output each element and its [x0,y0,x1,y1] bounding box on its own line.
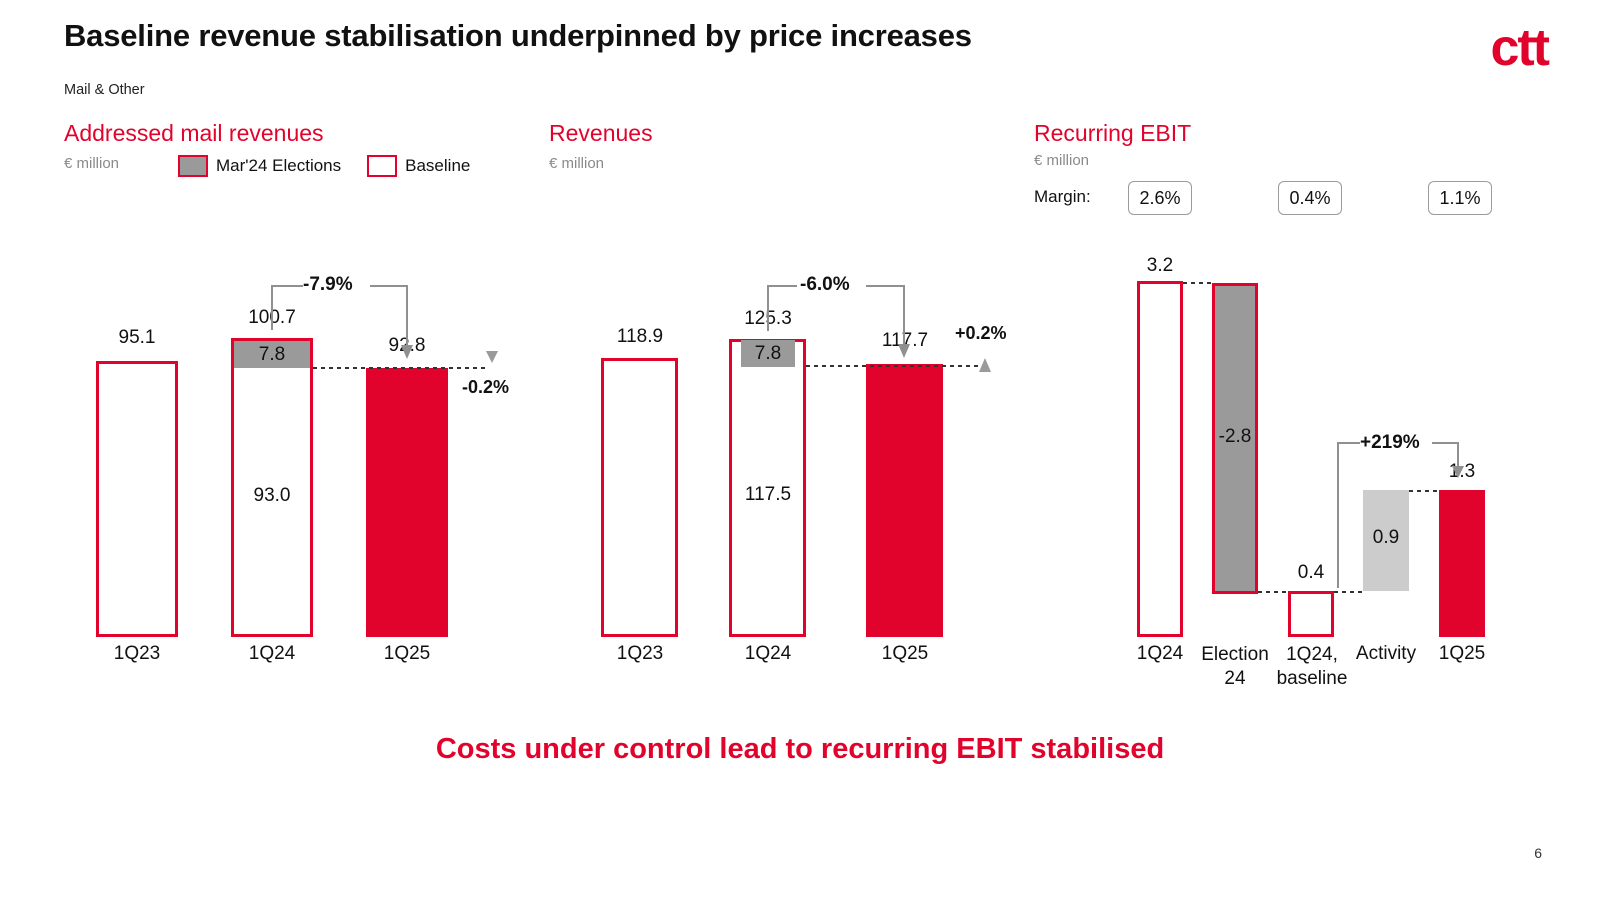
bar-segment-baseline-value-1q24: 93.0 [253,485,291,506]
bar-value-ebit-baseline: 0.4 [1297,562,1325,583]
bar-segment-elections-rev-1q24: 7.8 [741,340,795,367]
ctt-logo: ctt [1490,19,1550,77]
bar-ebit-activity [1363,490,1409,591]
page-subtitle: Mail & Other [64,82,145,98]
bar-value-rev-1q23: 118.9 [616,326,664,347]
legend-label-baseline: Baseline [405,156,471,175]
bar-ebit-baseline [1288,591,1334,637]
xlabel-1q25: 1Q25 [383,643,431,664]
bar-value-ebit-election24: -2.8 [1218,426,1252,447]
bar-value-ebit-1q24: 3.2 [1146,255,1174,276]
chart3-title: Recurring EBIT [1034,120,1192,146]
chart1-title: Addressed mail revenues [64,120,324,146]
annotation-pct-plus-0-2: +0.2% [955,323,1007,343]
page-title: Baseline revenue stabilisation underpinn… [64,18,972,53]
footer-tagline: Costs under control lead to recurring EB… [435,733,1165,765]
annotation-pct-219: +219% [1360,432,1420,453]
chart2-title: Revenues [549,120,653,146]
page-number: 6 [1534,845,1542,861]
bar-ebit-1q24 [1137,281,1183,637]
bar-1q23 [96,361,178,637]
bar-ebit-1q25 [1439,490,1485,637]
margin-box-1q25: 1.1% [1428,181,1492,215]
xlabel-1q23: 1Q23 [113,643,161,664]
chart-revenues: 118.9 1Q23 7.8 117.5 125.3 1Q24 117.7 1Q… [0,0,1020,700]
bar-segment-baseline-value-rev-1q24: 117.5 [744,484,792,505]
margin-box-1q24: 2.6% [1128,181,1192,215]
bar-value-ebit-activity: 0.9 [1372,527,1400,548]
chart3-unit: € million [1034,152,1090,169]
bar-rev-1q25 [866,364,943,637]
margin-box-baseline: 0.4% [1278,181,1342,215]
bar-rev-1q24 [729,339,806,637]
legend: Mar'24 Elections Baseline [178,155,488,177]
legend-label-elections: Mar'24 Elections [216,156,342,175]
bar-1q25 [366,368,448,637]
xlabel-rev-1q24: 1Q24 [744,643,792,664]
annotation-pct-0-2: -0.2% [462,377,510,397]
annotation-pct-6-0: -6.0% [800,274,850,295]
legend-swatch-baseline-icon [367,155,398,177]
chart2-unit: € million [549,155,605,172]
chart-recurring-ebit: 3.2 1Q24 -2.8 Election 24 0.4 1Q24, base… [1136,255,1486,689]
annotation-pct-7-9: -7.9% [303,274,353,295]
bar-value-ebit-1q25: 1.3 [1448,461,1476,482]
bar-ebit-election24 [1212,283,1258,594]
chart1-unit: € million [64,155,120,172]
xlabel-ebit-1q24: 1Q24 [1136,643,1184,664]
bar-value-1q23: 95.1 [118,327,156,348]
bar-rev-1q23 [601,358,678,637]
margin-label: Margin: [1034,187,1091,206]
xlabel-ebit-baseline: 1Q24, baseline [1276,644,1348,689]
xlabel-rev-1q25: 1Q25 [881,643,929,664]
xlabel-ebit-election24: Election 24 [1201,644,1269,689]
chart-addressed-mail-revenues: 95.1 1Q23 7.8 93.0 100.7 1Q24 92.8 1Q25 … [0,0,540,700]
chart3-annotation-lines [1183,282,1464,593]
xlabel-rev-1q23: 1Q23 [616,643,664,664]
xlabel-ebit-1q25: 1Q25 [1438,643,1486,664]
bar-1q24 [231,338,313,637]
xlabel-ebit-activity: Activity [1355,643,1417,664]
bar-segment-elections-1q24: 7.8 [234,341,310,368]
legend-swatch-elections-icon [178,155,208,177]
xlabel-1q24: 1Q24 [248,643,296,664]
